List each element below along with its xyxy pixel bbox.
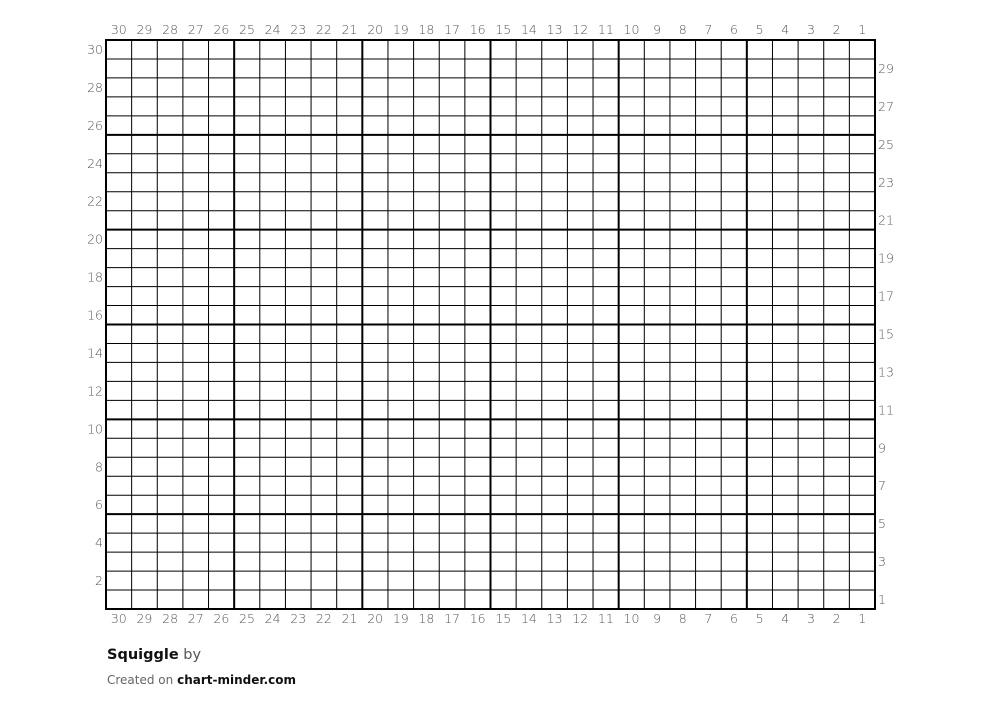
column-label-top: 7 xyxy=(704,22,712,37)
column-label-bottom: 16 xyxy=(470,611,486,626)
column-label-top: 28 xyxy=(162,22,178,37)
row-label-right: 15 xyxy=(878,326,894,341)
column-label-top: 1 xyxy=(858,22,866,37)
column-label-bottom: 28 xyxy=(162,611,178,626)
row-label-left: 26 xyxy=(87,118,103,133)
column-label-top: 6 xyxy=(730,22,738,37)
row-label-left: 2 xyxy=(95,573,103,588)
row-label-right: 7 xyxy=(878,478,886,493)
credit-line: Created on chart-minder.com xyxy=(107,673,296,687)
row-label-right: 23 xyxy=(878,175,894,190)
row-label-left: 24 xyxy=(87,156,103,171)
column-label-top: 15 xyxy=(495,22,511,37)
column-label-bottom: 23 xyxy=(290,611,306,626)
row-label-left: 6 xyxy=(95,497,103,512)
row-label-right: 5 xyxy=(878,516,886,531)
column-label-top: 5 xyxy=(756,22,764,37)
column-label-bottom: 10 xyxy=(624,611,640,626)
column-label-bottom: 24 xyxy=(265,611,281,626)
column-label-top: 22 xyxy=(316,22,332,37)
row-label-right: 13 xyxy=(878,364,894,379)
row-label-right: 21 xyxy=(878,213,894,228)
column-label-top: 27 xyxy=(188,22,204,37)
row-label-left: 20 xyxy=(87,232,103,247)
column-label-top: 16 xyxy=(470,22,486,37)
row-label-right: 1 xyxy=(878,592,886,607)
column-label-bottom: 9 xyxy=(653,611,661,626)
row-label-left: 30 xyxy=(87,42,103,57)
site-link[interactable]: chart-minder.com xyxy=(177,673,296,687)
row-label-right: 27 xyxy=(878,99,894,114)
column-label-bottom: 3 xyxy=(807,611,815,626)
knitting-chart: 3030292928282727262625252424232322222121… xyxy=(87,22,894,626)
column-label-top: 3 xyxy=(807,22,815,37)
column-label-top: 12 xyxy=(572,22,588,37)
row-label-left: 14 xyxy=(87,345,103,360)
row-label-left: 22 xyxy=(87,194,103,209)
column-label-top: 23 xyxy=(290,22,306,37)
row-label-left: 18 xyxy=(87,270,103,285)
column-label-top: 24 xyxy=(265,22,281,37)
row-label-right: 11 xyxy=(878,402,894,417)
column-label-bottom: 15 xyxy=(495,611,511,626)
column-label-bottom: 25 xyxy=(239,611,255,626)
pattern-name: Squiggle xyxy=(107,647,179,663)
row-label-left: 12 xyxy=(87,383,103,398)
column-label-bottom: 22 xyxy=(316,611,332,626)
column-label-bottom: 5 xyxy=(756,611,764,626)
column-label-bottom: 30 xyxy=(111,611,127,626)
column-label-top: 26 xyxy=(213,22,229,37)
row-label-right: 9 xyxy=(878,440,886,455)
column-label-bottom: 21 xyxy=(342,611,358,626)
column-label-bottom: 12 xyxy=(572,611,588,626)
column-label-bottom: 14 xyxy=(521,611,537,626)
column-label-bottom: 6 xyxy=(730,611,738,626)
column-label-bottom: 18 xyxy=(418,611,434,626)
column-label-bottom: 1 xyxy=(858,611,866,626)
column-label-top: 17 xyxy=(444,22,460,37)
column-label-top: 11 xyxy=(598,22,614,37)
column-label-top: 13 xyxy=(547,22,563,37)
column-label-top: 4 xyxy=(781,22,789,37)
column-label-bottom: 8 xyxy=(679,611,687,626)
column-label-top: 20 xyxy=(367,22,383,37)
column-label-bottom: 13 xyxy=(547,611,563,626)
column-label-bottom: 4 xyxy=(781,611,789,626)
column-label-top: 25 xyxy=(239,22,255,37)
created-on-label: Created on xyxy=(107,673,174,687)
column-label-bottom: 29 xyxy=(136,611,152,626)
column-label-bottom: 26 xyxy=(213,611,229,626)
column-label-bottom: 19 xyxy=(393,611,409,626)
row-label-right: 19 xyxy=(878,251,894,266)
pattern-title: Squiggle by xyxy=(107,647,201,663)
column-label-top: 19 xyxy=(393,22,409,37)
column-label-top: 2 xyxy=(833,22,841,37)
column-label-bottom: 27 xyxy=(188,611,204,626)
grid-border xyxy=(105,39,876,610)
column-label-top: 18 xyxy=(418,22,434,37)
row-label-right: 17 xyxy=(878,289,894,304)
row-label-left: 10 xyxy=(87,421,103,436)
column-label-top: 14 xyxy=(521,22,537,37)
column-label-bottom: 20 xyxy=(367,611,383,626)
column-label-top: 8 xyxy=(679,22,687,37)
column-label-top: 10 xyxy=(624,22,640,37)
row-label-left: 4 xyxy=(95,535,103,550)
row-label-right: 29 xyxy=(878,61,894,76)
row-label-left: 28 xyxy=(87,80,103,95)
column-label-bottom: 11 xyxy=(598,611,614,626)
column-label-top: 29 xyxy=(136,22,152,37)
row-label-right: 3 xyxy=(878,554,886,569)
column-label-top: 30 xyxy=(111,22,127,37)
column-label-bottom: 7 xyxy=(704,611,712,626)
row-label-right: 25 xyxy=(878,137,894,152)
row-label-left: 16 xyxy=(87,308,103,323)
column-label-top: 21 xyxy=(342,22,358,37)
by-label: by xyxy=(183,647,202,663)
column-label-top: 9 xyxy=(653,22,661,37)
row-label-left: 8 xyxy=(95,459,103,474)
column-label-bottom: 17 xyxy=(444,611,460,626)
column-label-bottom: 2 xyxy=(833,611,841,626)
